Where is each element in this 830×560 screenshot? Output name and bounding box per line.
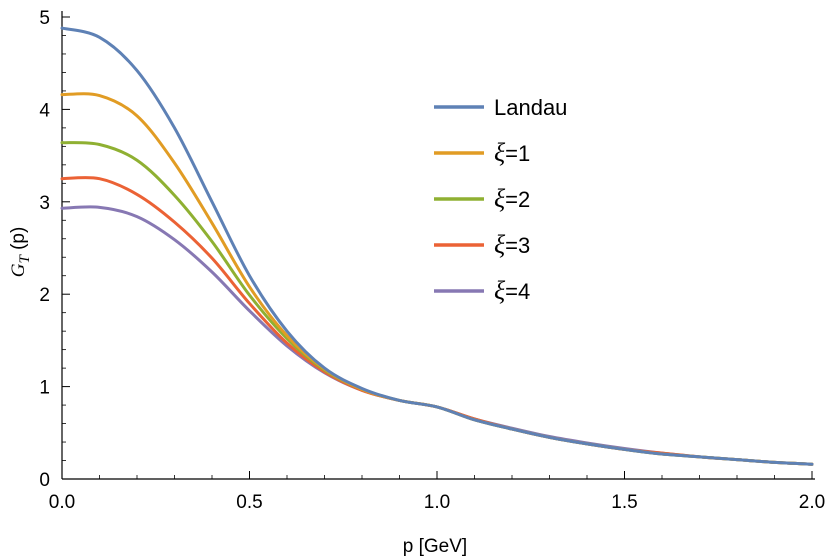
axes: 0.0 0.5 1.0 1.5 2.0 0 1 2 3 4 5 xyxy=(39,8,825,513)
legend-label: ξ=2 xyxy=(494,184,530,213)
y-axis-label-tail: (p) xyxy=(8,227,29,256)
legend-label-symbol: ξ xyxy=(494,184,506,213)
series-line-3 xyxy=(60,176,814,466)
legend-label-symbol: ξ xyxy=(494,138,506,167)
y-axis-label: GT (p) xyxy=(8,227,33,278)
x-tick-label: 1.0 xyxy=(424,492,450,513)
x-tick-label: 0.0 xyxy=(49,492,75,513)
legend-label-text: =2 xyxy=(505,187,530,212)
series-line-0 xyxy=(60,26,814,466)
series-line-1 xyxy=(60,92,814,466)
y-tick-label: 2 xyxy=(39,285,50,306)
y-tick-label: 4 xyxy=(39,100,50,121)
x-axis-label: p [GeV] xyxy=(403,536,467,557)
y-axis-label-main: G xyxy=(8,263,29,277)
legend-label-symbol: ξ xyxy=(494,230,506,259)
y-tick-label: 0 xyxy=(39,470,50,491)
legend-label-text: =1 xyxy=(505,141,530,166)
x-tick-label: 2.0 xyxy=(799,492,825,513)
legend-label-text: =3 xyxy=(505,233,530,258)
legend-label: ξ=4 xyxy=(494,276,530,305)
x-tick-label: 0.5 xyxy=(236,492,262,513)
legend-label-symbol: ξ xyxy=(494,276,506,305)
y-tick-label: 3 xyxy=(39,193,50,214)
y-tick-label: 1 xyxy=(39,378,50,399)
legend-label: Landau xyxy=(494,95,567,120)
y-tick-label: 5 xyxy=(39,8,50,29)
legend-label-text: Landau xyxy=(494,95,567,120)
legend-label-text: =4 xyxy=(505,279,530,304)
series-line-2 xyxy=(60,141,814,466)
series-lines xyxy=(60,26,814,466)
x-tick-label: 1.5 xyxy=(611,492,637,513)
legend-label: ξ=3 xyxy=(494,230,530,259)
y-axis-label-sub: T xyxy=(17,254,33,264)
legend-label: ξ=1 xyxy=(494,138,530,167)
